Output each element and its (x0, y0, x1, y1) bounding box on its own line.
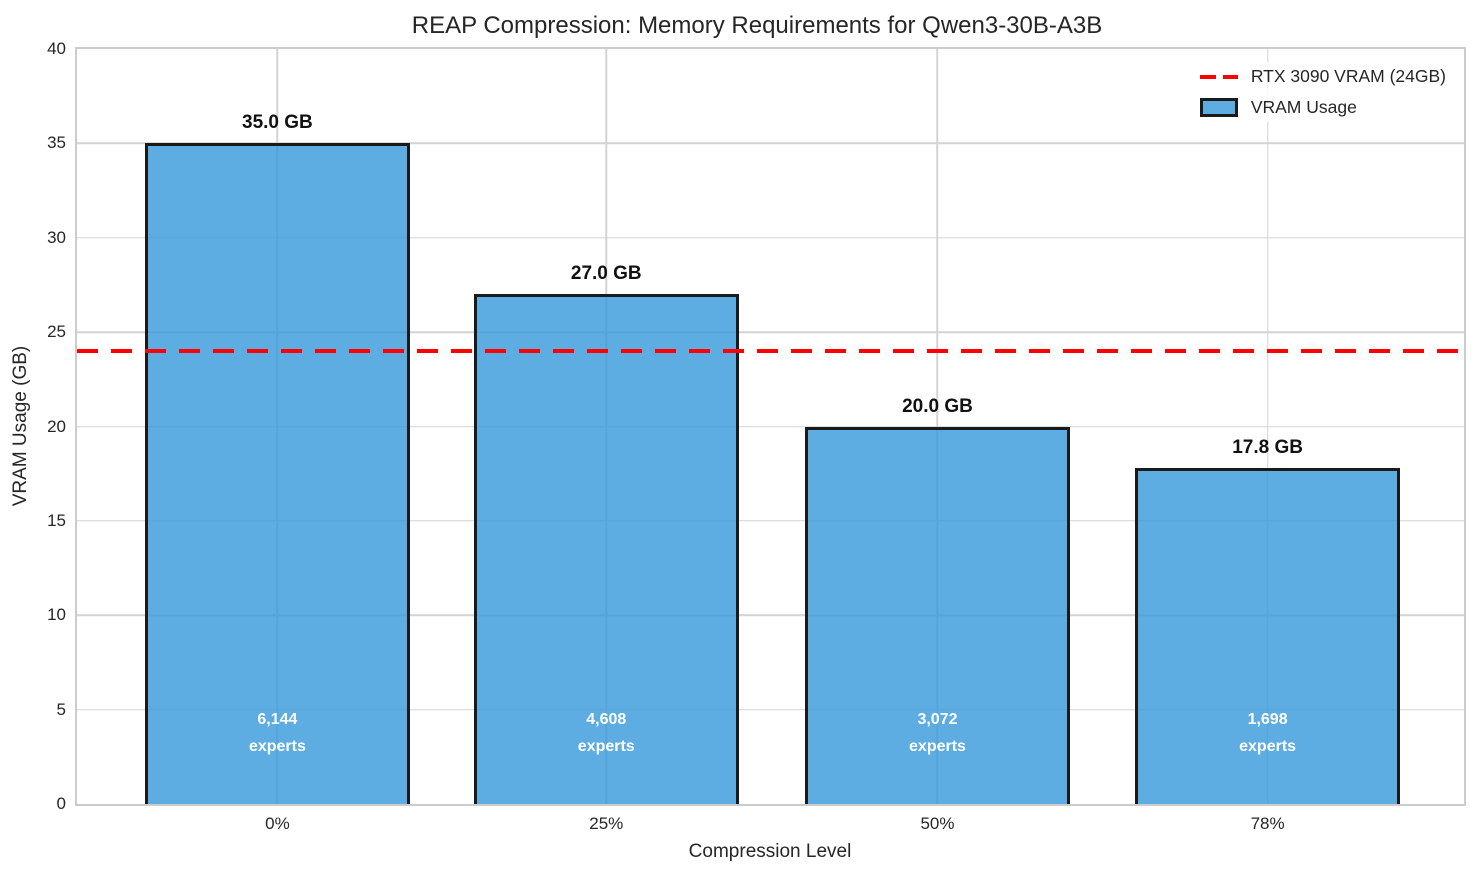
x-tick-label: 50% (920, 814, 955, 833)
blue-bar-swatch-icon (1199, 98, 1238, 117)
y-tick-label: 25 (47, 322, 66, 342)
legend-label-vram-usage: VRAM Usage (1250, 97, 1357, 117)
expert-count-label: 1,698 experts (1138, 706, 1397, 760)
legend-item-vram-usage: VRAM Usage (1199, 97, 1446, 118)
h-gridline (77, 520, 1464, 522)
vram-bar: 3,072 experts (805, 426, 1070, 804)
y-tick-label: 20 (47, 416, 66, 436)
v-gridline (1266, 49, 1269, 804)
expert-count-label: 3,072 experts (808, 706, 1067, 760)
y-tick-label: 35 (47, 133, 66, 153)
red-dashed-line-icon (1199, 74, 1238, 79)
plot-area: RTX 3090 VRAM (24GB) VRAM Usage 0 5 10 15 20… (47, 39, 1466, 833)
h-gridline (77, 331, 1464, 333)
expert-count-suffix: experts (248, 738, 306, 755)
legend: RTX 3090 VRAM (24GB) VRAM Usage (1197, 62, 1448, 122)
vram-bar: 6,144 experts (144, 143, 410, 804)
bar-value-label: 27.0 GB (570, 263, 642, 285)
legend-label-rtx3090: RTX 3090 VRAM (24GB) (1250, 66, 1446, 86)
x-axis-label: Compression Level (688, 841, 852, 862)
y-tick-label: 40 (47, 39, 66, 58)
y-axis-label: VRAM Usage (GB) (10, 345, 31, 507)
expert-count-suffix: experts (577, 738, 635, 755)
h-gridline (77, 425, 1464, 428)
expert-count-value: 1,698 (1247, 711, 1288, 728)
bar-value-label: 17.8 GB (1232, 437, 1303, 459)
bar-value-label: 35.0 GB (242, 112, 313, 134)
expert-count-label: 6,144 experts (148, 706, 407, 760)
y-tick-label: 15 (47, 510, 66, 530)
h-gridline (77, 614, 1464, 616)
y-tick-label: 30 (47, 227, 66, 247)
y-tick-label: 10 (47, 605, 66, 625)
y-tick-label: 5 (56, 699, 66, 719)
expert-count-value: 6,144 (257, 711, 298, 728)
expert-count-value: 3,072 (917, 711, 958, 728)
vram-bar: 1,698 experts (1135, 468, 1401, 804)
h-gridline (77, 708, 1464, 711)
h-gridline (77, 237, 1464, 239)
expert-count-suffix: experts (909, 738, 966, 755)
y-tick-label: 0 (56, 794, 66, 813)
bar-value-label: 20.0 GB (902, 395, 973, 417)
vram-limit-line (77, 349, 1464, 353)
x-tick-label: 25% (589, 814, 624, 833)
chart-title: REAP Compression: Memory Requirements fo… (411, 12, 1103, 39)
x-tick-label: 78% (1250, 814, 1285, 833)
legend-item-rtx3090-vram: RTX 3090 VRAM (24GB) (1199, 66, 1446, 87)
expert-count-label: 4,608 experts (477, 706, 736, 760)
expert-count-suffix: experts (1239, 738, 1297, 755)
expert-count-value: 4,608 (586, 711, 627, 728)
h-gridline (77, 142, 1464, 145)
vram-bar: 4,608 experts (473, 294, 739, 804)
x-tick-label: 0% (265, 814, 290, 833)
